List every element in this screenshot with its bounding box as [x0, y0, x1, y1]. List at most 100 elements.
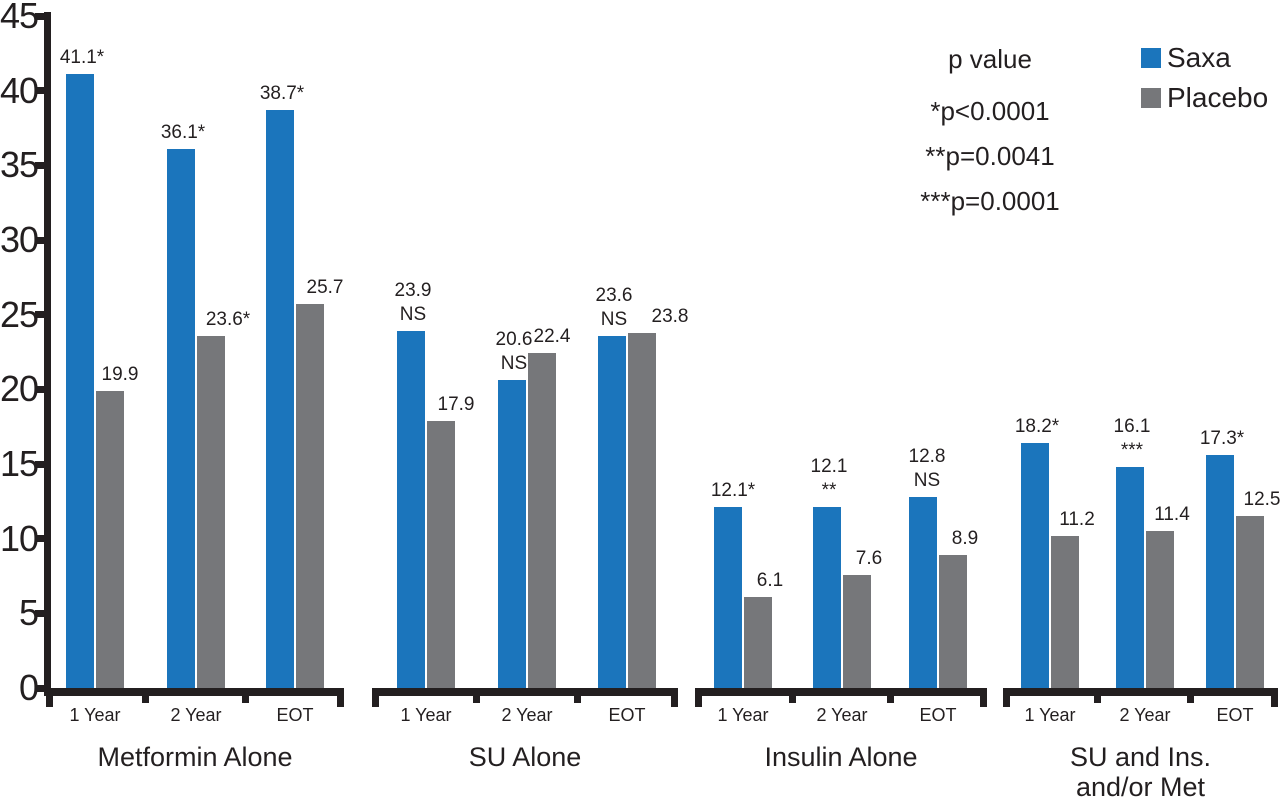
bar-value-label: 16.1 ***	[1113, 415, 1151, 461]
bar-value-label: 12.1*	[710, 480, 756, 502]
bar-saxa	[1116, 466, 1144, 688]
bar-saxa	[598, 335, 626, 688]
time-point-label: EOT	[919, 705, 957, 725]
bar-significance-label: ***	[1120, 439, 1144, 461]
bar-value-label: 18.2*	[1014, 416, 1060, 438]
x-axis-mid-tick	[573, 688, 581, 703]
bar-value-label: 8.9	[951, 528, 979, 550]
time-point-label: 1 Year	[400, 705, 452, 725]
bar-value-label: 11.2	[1059, 508, 1095, 530]
y-tick	[35, 311, 45, 319]
x-axis-end-tick	[671, 688, 678, 707]
y-tick-label: 10	[0, 517, 39, 559]
group-label: Insulin Alone	[764, 742, 918, 772]
legend-item-placebo: Placebo	[1141, 84, 1268, 112]
bar-value-label: 36.1*	[160, 121, 206, 143]
group-label: Metformin Alone	[97, 742, 293, 772]
bar-value-label: 22.4	[533, 326, 571, 348]
x-axis-mid-tick	[886, 688, 894, 703]
y-tick	[35, 87, 45, 95]
legend-swatch-placebo	[1141, 88, 1161, 108]
p-value-title: p value	[948, 44, 1032, 74]
bar-significance-label: NS	[600, 308, 628, 330]
group-label: SU Alone	[468, 742, 582, 772]
bar-value-label: 23.9 NS	[394, 280, 432, 326]
bar-value-label: 6.1	[756, 569, 784, 591]
x-axis-segment	[372, 688, 678, 696]
bar-placebo	[744, 596, 772, 688]
x-axis-end-tick	[372, 688, 379, 707]
bar-value-label: 41.1*	[59, 47, 105, 69]
bar-value-label: 17.3*	[1199, 428, 1245, 450]
time-point-label: 1 Year	[69, 705, 121, 725]
bar-saxa	[1206, 455, 1234, 688]
legend-item-saxa: Saxa	[1141, 44, 1268, 72]
y-tick	[35, 460, 45, 468]
bar-placebo	[1146, 531, 1174, 688]
y-tick	[35, 236, 45, 244]
bar-saxa	[167, 148, 195, 688]
legend-label: Placebo	[1167, 82, 1269, 113]
bar-value-label: 19.9	[101, 363, 139, 385]
bar-significance-label: NS	[913, 469, 941, 491]
bar-saxa	[498, 380, 526, 688]
p-value-annotation: p value *p<0.0001 **p=0.0041 ***p=0.0001	[880, 44, 1100, 231]
time-point-label: 2 Year	[170, 705, 222, 725]
bar-significance-label: **	[821, 480, 837, 502]
x-axis-mid-tick	[142, 688, 149, 703]
x-axis-segment	[695, 688, 987, 696]
bar-value-label: 23.6*	[205, 308, 251, 330]
bar-saxa	[1021, 443, 1049, 688]
y-tick	[35, 161, 45, 169]
x-axis-end-tick	[980, 688, 987, 707]
bar-value-label: 25.7	[306, 277, 344, 299]
time-point-label: EOT	[1216, 705, 1254, 725]
bar-placebo	[1236, 516, 1264, 688]
bar-saxa	[266, 110, 294, 688]
p-value-line: **p=0.0041	[925, 141, 1055, 171]
x-axis-mid-tick	[789, 688, 796, 703]
x-axis-end-tick	[46, 688, 53, 707]
bar-value-label: 11.4	[1154, 504, 1190, 526]
x-axis-end-tick	[1003, 688, 1010, 707]
x-axis-end-tick	[695, 688, 702, 707]
x-axis-segment	[46, 688, 344, 696]
bar-significance-label: NS	[500, 353, 528, 375]
x-axis-mid-tick	[242, 688, 249, 703]
y-tick	[35, 12, 45, 20]
group-label: SU and Ins.	[1069, 742, 1212, 772]
bar-saxa	[909, 496, 937, 688]
bar-placebo	[296, 304, 324, 688]
bar-value-label: 23.6 NS	[595, 284, 633, 330]
bar-value-label: 23.8	[651, 305, 689, 327]
bar-value-label: 12.8 NS	[908, 445, 946, 491]
x-axis-mid-tick	[1094, 688, 1101, 703]
y-tick-label: 40	[0, 69, 39, 111]
group-label-line2: and/or Met	[1075, 772, 1206, 802]
y-tick-label: 15	[0, 443, 39, 484]
bar-value-label: 12.1 **	[810, 456, 848, 502]
bar-value-label: 7.6	[855, 547, 883, 569]
bar-value-label: 20.6 NS	[495, 329, 533, 375]
bar-significance-label: NS	[399, 304, 427, 326]
y-tick	[35, 535, 45, 543]
time-point-label: EOT	[276, 705, 314, 725]
time-point-label: 1 Year	[717, 705, 769, 725]
legend-swatch-saxa	[1141, 48, 1161, 68]
time-point-label: 1 Year	[1024, 705, 1076, 725]
bar-placebo	[1051, 535, 1079, 688]
y-tick	[35, 385, 45, 393]
x-axis-end-tick	[337, 688, 344, 707]
time-point-label: 2 Year	[501, 705, 553, 725]
time-point-label: EOT	[608, 705, 646, 725]
x-axis-segment	[1003, 688, 1278, 696]
y-axis-line	[44, 12, 51, 696]
y-tick-label: 35	[0, 144, 39, 186]
bar-value-label: 38.7*	[259, 83, 305, 105]
x-axis-end-tick	[1271, 688, 1278, 707]
bar-saxa	[397, 331, 425, 688]
time-point-label: 2 Year	[1119, 705, 1171, 725]
y-tick-label: 5	[18, 592, 39, 634]
p-value-line: *p<0.0001	[930, 96, 1050, 126]
